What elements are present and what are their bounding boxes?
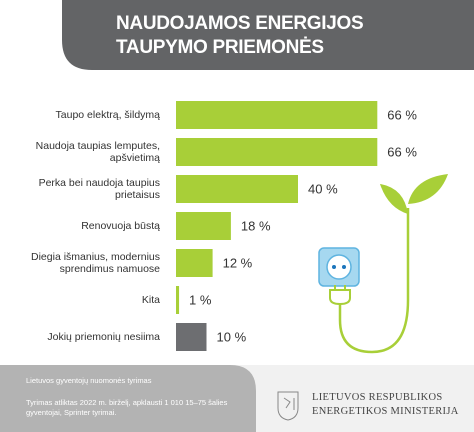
value-label: 10 %	[217, 329, 247, 344]
category-label: Renovuoja būstą	[81, 220, 160, 232]
coat-of-arms	[277, 391, 299, 421]
value-label: 40 %	[308, 181, 338, 196]
footer-survey: Lietuvos gyventojų nuomonės tyrimas	[26, 376, 152, 385]
value-label: 18 %	[241, 218, 271, 233]
bar	[176, 101, 378, 129]
bar	[176, 249, 213, 277]
header-band	[62, 0, 474, 70]
bar	[176, 286, 180, 314]
plug-illustration	[318, 174, 448, 354]
value-label: 66 %	[387, 144, 417, 159]
bar	[176, 138, 378, 166]
category-label: Diegia išmanius, modernius sprendimus na…	[31, 251, 160, 275]
value-label: 66 %	[387, 107, 417, 122]
bar	[176, 323, 207, 351]
value-label: 12 %	[223, 255, 253, 270]
bar	[176, 175, 298, 203]
category-label: Kita	[141, 294, 160, 306]
footer-block	[0, 365, 256, 432]
ministry-name: ENERGETIKOS MINISTERIJA	[312, 406, 459, 417]
category-label: Perka bei naudoja taupius prietaisus	[38, 177, 160, 201]
value-label: 1 %	[189, 292, 212, 307]
category-label: Jokių priemonių nesiima	[47, 331, 160, 343]
category-label: Naudoja taupias lemputes, apšvietimą	[35, 140, 160, 164]
ministry-name: LIETUVOS RESPUBLIKOS	[312, 392, 443, 403]
footer-note: Tyrimas atliktas 2022 m. birželį, apklau…	[26, 398, 228, 417]
bar	[176, 212, 231, 240]
chart-title: NAUDOJAMOS ENERGIJOS TAUPYMO PRIEMONĖS	[116, 13, 364, 58]
category-label: Taupo elektrą, šildymą	[55, 109, 160, 121]
